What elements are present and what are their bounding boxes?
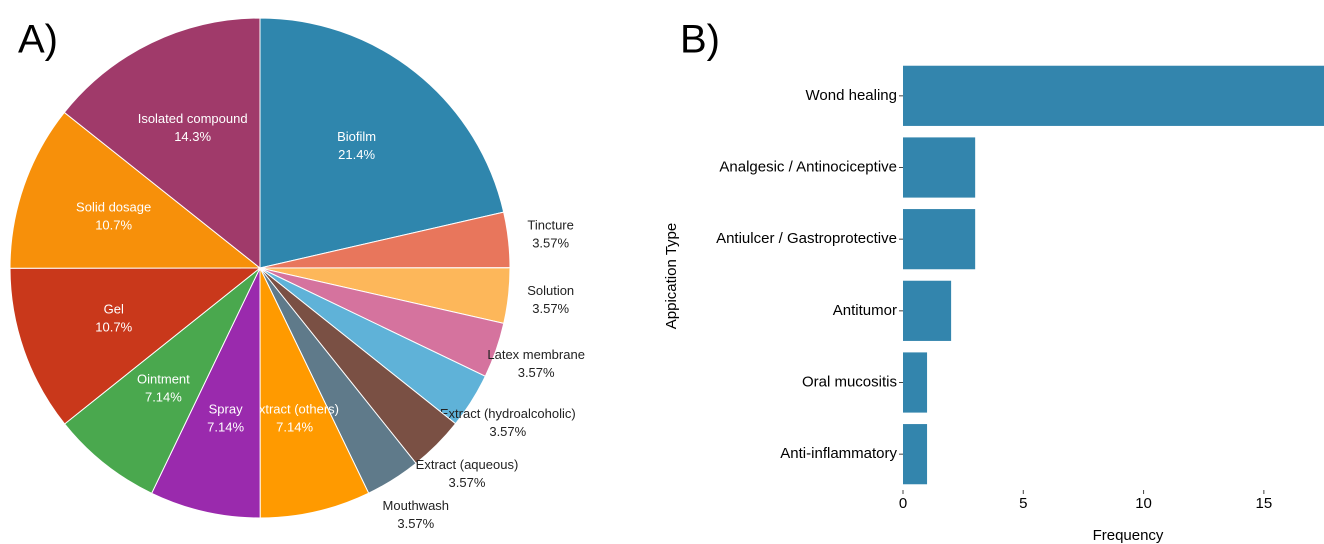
- slice-label: Solid dosage: [76, 199, 151, 214]
- slice-label: Extract (aqueous): [416, 457, 519, 472]
- x-tick-label: 10: [1135, 495, 1152, 512]
- x-tick-label: 15: [1256, 495, 1273, 512]
- slice-value-label: 10.7%: [95, 320, 132, 335]
- slice-value-label: 10.7%: [95, 217, 132, 232]
- slice-label: Tincture: [527, 217, 573, 232]
- bar: [903, 352, 928, 413]
- pie-slice: [63, 267, 261, 494]
- slice-value-label: 7.14%: [276, 420, 313, 435]
- x-tick-label: 0: [899, 495, 907, 512]
- y-tick-label: Wond healing: [806, 87, 897, 104]
- slice-label: Isolated compound: [138, 111, 248, 126]
- slice-label: Mouthwash: [383, 498, 449, 513]
- slice-value-label: 21.4%: [338, 147, 375, 162]
- pie-slice: [63, 17, 261, 270]
- bar: [903, 280, 952, 341]
- x-axis-label: Frequency: [1093, 527, 1164, 544]
- slice-value-label: 3.57%: [489, 424, 526, 439]
- slice-value-label: 14.3%: [174, 129, 211, 144]
- bar: [903, 424, 928, 485]
- pie-slice: [9, 267, 262, 425]
- slice-label: Solution: [527, 283, 574, 298]
- slice-value-label: 7.14%: [145, 390, 182, 405]
- slice-value-label: 3.57%: [397, 516, 434, 531]
- slice-value-label: 7.14%: [207, 420, 244, 435]
- bar-area: [903, 65, 1324, 485]
- y-tick-label: Analgesic / Antinociceptive: [719, 158, 897, 175]
- slice-label: Extract (others): [250, 402, 339, 417]
- slice-label: Gel: [104, 302, 124, 317]
- y-tick-label: Anti-inflammatory: [780, 445, 897, 462]
- x-tick-label: 5: [1019, 495, 1027, 512]
- slice-value-label: 3.57%: [518, 365, 555, 380]
- panel-label: A): [18, 18, 58, 62]
- pie-slice: [259, 267, 370, 519]
- bar: [903, 65, 1324, 126]
- slice-label: Spray: [209, 402, 243, 417]
- slice-label: Ointment: [137, 372, 190, 387]
- y-axis-label: Appication Type: [663, 223, 680, 329]
- y-tick-label: Antitumor: [833, 302, 897, 319]
- slice-label: Extract (hydroalcoholic): [440, 406, 576, 421]
- slice-value-label: 3.57%: [532, 301, 569, 316]
- slice-label: Latex membrane: [487, 347, 585, 362]
- pie-slice: [9, 111, 262, 269]
- bar: [903, 209, 976, 270]
- pie-slice: [259, 17, 505, 269]
- slice-label: Biofilm: [337, 129, 376, 144]
- y-tick-label: Antiulcer / Gastroprotective: [716, 230, 897, 247]
- bar: [903, 137, 976, 198]
- slice-value-label: 3.57%: [449, 475, 486, 490]
- y-tick-label: Oral mucositis: [802, 373, 897, 390]
- pie-slice: [150, 267, 261, 519]
- slice-value-label: 3.57%: [532, 235, 569, 250]
- panel-label: B): [680, 18, 720, 62]
